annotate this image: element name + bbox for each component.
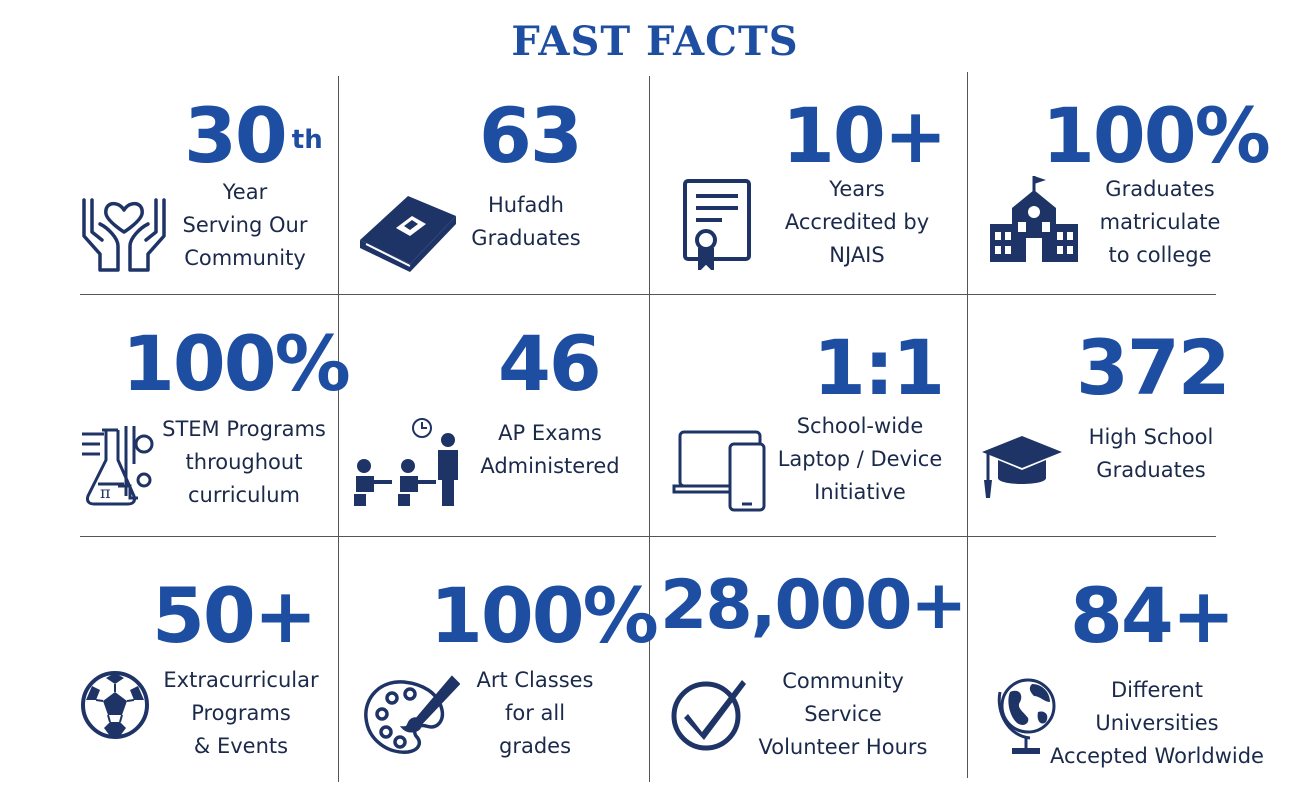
fact-label: Different Universities Accepted Worldwide xyxy=(1050,678,1264,768)
fact-value: 372 xyxy=(1076,323,1231,412)
fact-value: 63 xyxy=(479,91,583,180)
exam-room-icon xyxy=(350,414,468,508)
globe-icon xyxy=(994,672,1060,756)
graduation-cap-icon xyxy=(980,432,1064,500)
fact-suffix: th xyxy=(291,125,323,155)
fact-label: Community Service Volunteer Hours xyxy=(758,669,928,759)
fact-label: Extracurricular Programs & Events xyxy=(163,668,319,758)
grid-divider xyxy=(338,76,339,782)
fact-label: AP Exams Administered xyxy=(480,421,620,478)
fact-value: 84+ xyxy=(1070,571,1235,660)
grid-divider xyxy=(649,76,650,782)
grid-divider xyxy=(80,536,1216,537)
stem-lab-icon: π xyxy=(78,424,160,506)
fact-label: STEM Programs throughout curriculum xyxy=(162,417,326,507)
fact-label: School-wide Laptop / Device Initiative xyxy=(777,414,943,504)
fact-label: Hufadh Graduates xyxy=(471,193,581,250)
certificate-icon xyxy=(682,178,752,270)
fact-label: Graduates matriculate to college xyxy=(1099,177,1221,267)
fact-value: 10+ xyxy=(782,91,947,180)
grid-divider xyxy=(80,294,1216,295)
grid-divider xyxy=(967,72,968,778)
svg-text:π: π xyxy=(100,483,111,502)
quran-book-icon xyxy=(356,186,458,272)
fact-label: Year Serving Our Community xyxy=(182,180,308,270)
fact-value: 100% xyxy=(430,571,659,660)
fact-value: 50+ xyxy=(152,571,317,660)
fact-label: Art Classes for all grades xyxy=(476,668,594,758)
fact-value: 1:1 xyxy=(813,323,945,412)
fact-label: High School Graduates xyxy=(1088,425,1214,482)
fact-value: 100% xyxy=(122,319,351,408)
checkmark-circle-icon xyxy=(670,674,748,752)
soccer-ball-icon xyxy=(80,670,150,740)
fact-value: 100% xyxy=(1042,91,1271,180)
art-palette-icon xyxy=(360,670,460,760)
page-title: FAST FACTS xyxy=(511,18,799,65)
fact-value: 28,000+ xyxy=(660,566,967,645)
school-building-icon xyxy=(988,174,1080,264)
hands-heart-icon xyxy=(78,180,170,272)
fact-label: Years Accredited by NJAIS xyxy=(784,177,930,267)
fact-value: 46 xyxy=(498,319,602,408)
laptop-phone-icon xyxy=(672,428,772,514)
